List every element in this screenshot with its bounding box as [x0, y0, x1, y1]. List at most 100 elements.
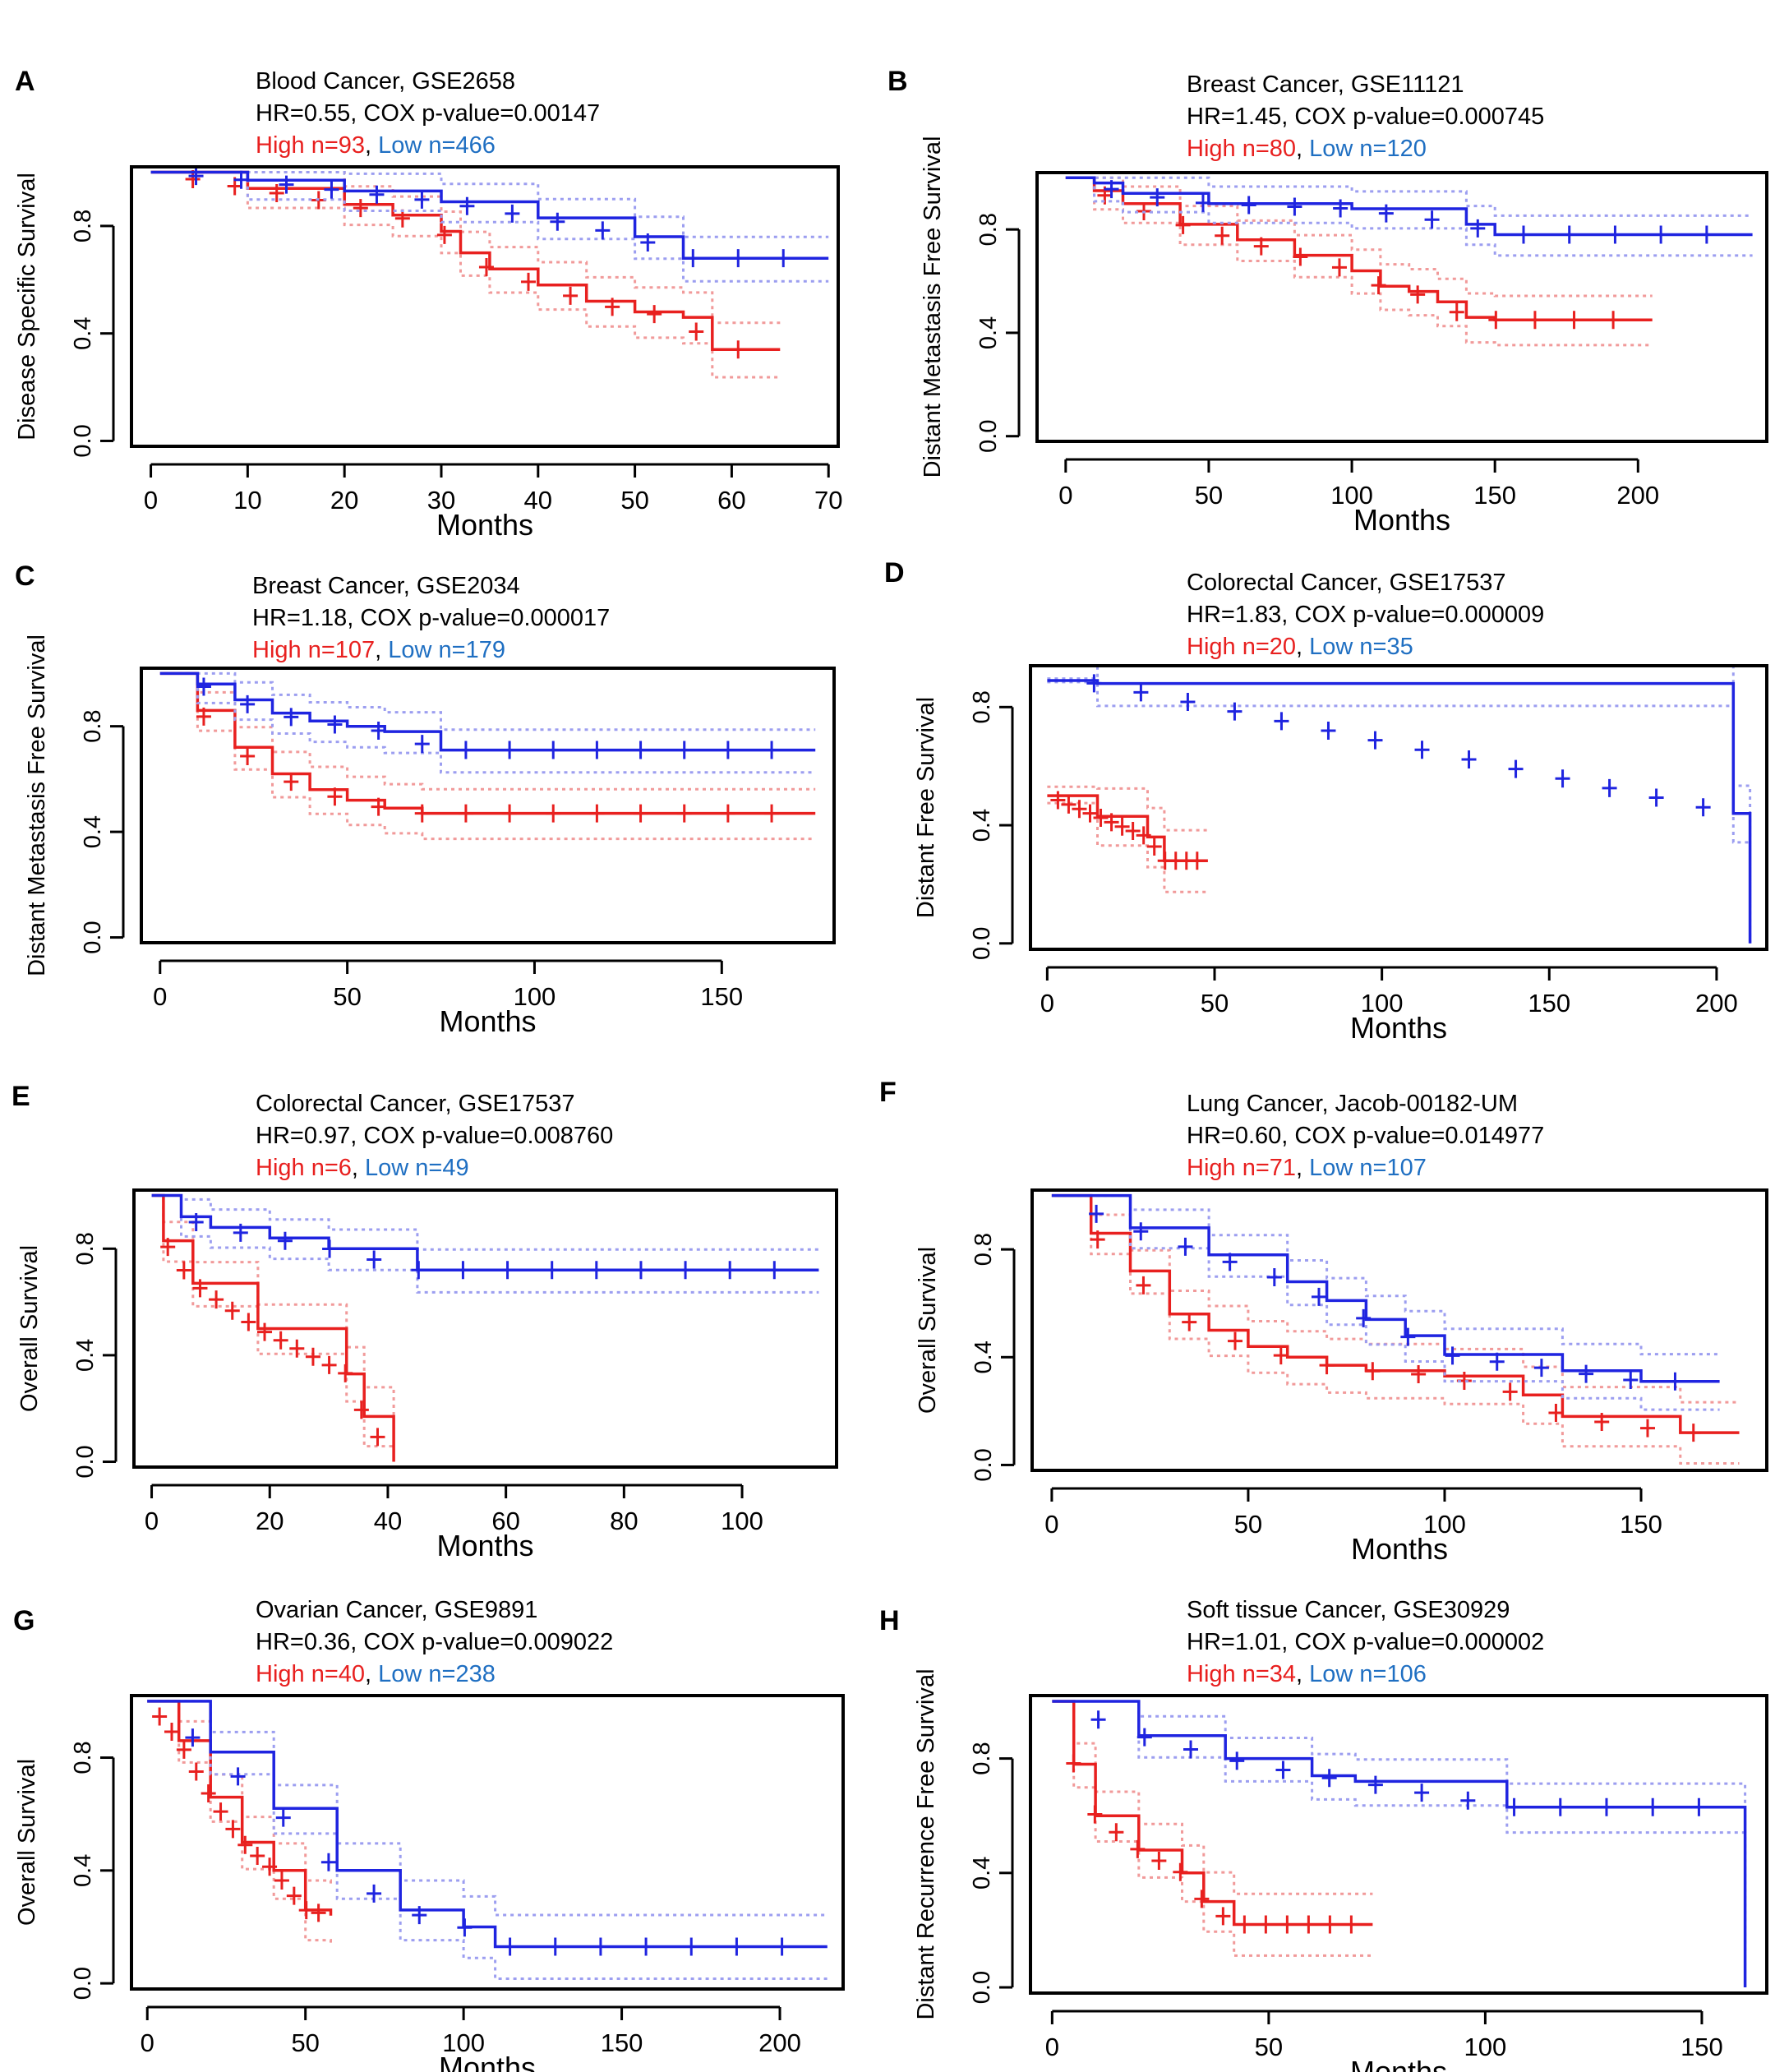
x-tick-label: 50: [1195, 481, 1223, 510]
low-censor-mark: [1598, 1797, 1614, 1816]
low-censor-mark: [1311, 1287, 1326, 1306]
high-censor-mark: [321, 1355, 337, 1374]
x-tick-label: 30: [427, 486, 455, 515]
high-censor-mark: [237, 1835, 253, 1854]
y-tick-label: 0.8: [975, 213, 1002, 246]
x-tick-label: 0: [153, 982, 167, 1011]
panel-title: Blood Cancer, GSE2658: [256, 68, 515, 95]
low-censor-mark: [371, 722, 386, 741]
high-censor-mark: [1449, 302, 1464, 321]
high-censor-mark: [305, 1347, 320, 1366]
high-censor-mark: [1527, 311, 1542, 330]
high-censor-mark: [394, 209, 410, 228]
high-censor-mark: [458, 804, 473, 823]
low-censor-mark: [1227, 702, 1242, 721]
high-censor-mark: [1215, 1907, 1231, 1926]
high-censor-mark: [1331, 258, 1347, 277]
high-censor-mark: [176, 1261, 191, 1280]
high-censor-mark: [1136, 826, 1151, 845]
high-n-label: High n=93: [256, 132, 365, 159]
n-counts: High n=34, Low n=106: [1187, 1661, 1427, 1687]
low-censor-mark: [1275, 1761, 1291, 1779]
high-survival-curve: [151, 1193, 395, 1462]
high-censor-mark: [589, 804, 605, 823]
high-censor-mark: [546, 804, 561, 823]
low-censor-mark: [1533, 1359, 1549, 1377]
high-censor-mark: [478, 258, 494, 277]
low-n-label: Low n=466: [378, 132, 496, 159]
y-tick-label: 0.8: [70, 1741, 96, 1774]
low-censor-mark: [1552, 1797, 1568, 1816]
panel-c: C Breast Cancer, GSE2034 HR=1.18, COX p-va…: [15, 561, 836, 1038]
low-survival-curve: [150, 170, 829, 260]
n-counts: High n=6, Low n=49: [256, 1155, 469, 1181]
high-censor-mark: [1215, 226, 1230, 245]
low-censor-mark: [633, 1261, 648, 1280]
low-ci-lower: [1052, 1700, 1747, 1987]
low-censor-mark: [459, 196, 475, 215]
plot-area: [1051, 1193, 1740, 1465]
panel-d: D Colorectal Cancer, GSE17537 HR=1.83, COX…: [884, 557, 1768, 1045]
low-censor-mark: [678, 1261, 694, 1280]
low-censor-mark: [1645, 1797, 1661, 1816]
high-ci-lower: [159, 671, 816, 841]
high-ci-upper: [159, 671, 816, 791]
y-tick-label: 0.4: [70, 1854, 96, 1887]
high-censor-mark: [241, 1313, 256, 1331]
high-censor-mark: [633, 804, 648, 823]
high-censor-mark: [1189, 851, 1205, 870]
x-tick-label: 40: [524, 486, 552, 515]
high-censor-mark: [209, 1290, 224, 1309]
high-censor-mark: [284, 773, 299, 791]
high-n-label: High n=71: [1187, 1155, 1296, 1181]
high-censor-mark: [1606, 311, 1621, 330]
low-censor-mark: [1506, 1797, 1522, 1816]
panel-letter: E: [12, 1081, 30, 1112]
high-ci-upper: [147, 1700, 332, 1886]
high-censor-mark: [1130, 1839, 1146, 1858]
high-censor-mark: [1173, 1862, 1188, 1881]
y-tick-label: 0.0: [970, 1448, 997, 1481]
high-censor-mark: [1125, 822, 1141, 841]
low-censor-mark: [1183, 1740, 1199, 1759]
high-censor-mark: [1253, 237, 1269, 256]
plot-frame: [130, 1694, 845, 1991]
low-n-label: Low n=49: [365, 1155, 469, 1181]
low-censor-mark: [1699, 225, 1714, 244]
low-censor-mark: [1489, 1352, 1505, 1371]
panel-a: A Blood Cancer, GSE2658 HR=0.55, COX p-val…: [14, 66, 842, 542]
x-tick-label: 100: [1361, 989, 1404, 1018]
high-n-label: High n=34: [1187, 1661, 1296, 1687]
x-tick-label: 50: [1234, 1510, 1262, 1539]
panel-letter: A: [15, 66, 35, 97]
low-censor-mark: [1695, 798, 1711, 817]
y-tick-label: 0.0: [72, 1445, 99, 1478]
low-censor-mark: [544, 1261, 560, 1280]
high-censor-mark: [1365, 1362, 1381, 1381]
y-axis-label: Distant Metastasis Free Survival: [24, 635, 50, 976]
x-tick-label: 150: [700, 982, 743, 1011]
high-censor-mark: [1136, 1276, 1151, 1294]
low-n-label: Low n=238: [378, 1661, 496, 1687]
low-censor-mark: [640, 233, 656, 252]
low-censor-mark: [1089, 1204, 1104, 1223]
low-n-label: Low n=120: [1309, 136, 1427, 162]
low-censor-mark: [502, 1937, 518, 1956]
plot-frame: [130, 165, 840, 448]
high-censor-mark: [1258, 1915, 1274, 1934]
panel-stats: HR=1.01, COX p-value=0.000002: [1187, 1629, 1544, 1655]
label-separator: ,: [1296, 136, 1309, 162]
high-censor-mark: [1146, 837, 1162, 856]
x-tick-label: 50: [1201, 989, 1229, 1018]
low-censor-mark: [1653, 225, 1669, 244]
high-censor-mark: [224, 1301, 240, 1320]
high-ci-upper: [1052, 1700, 1373, 1895]
low-ci-upper: [151, 1194, 819, 1251]
low-censor-mark: [1367, 731, 1383, 750]
high-censor-mark: [311, 1904, 326, 1922]
high-censor-mark: [164, 1723, 180, 1742]
high-censor-mark: [1090, 1230, 1105, 1249]
high-censor-mark: [1301, 1915, 1316, 1934]
y-axis-label: Distant Metastasis Free Survival: [920, 136, 946, 478]
low-censor-mark: [546, 741, 561, 759]
